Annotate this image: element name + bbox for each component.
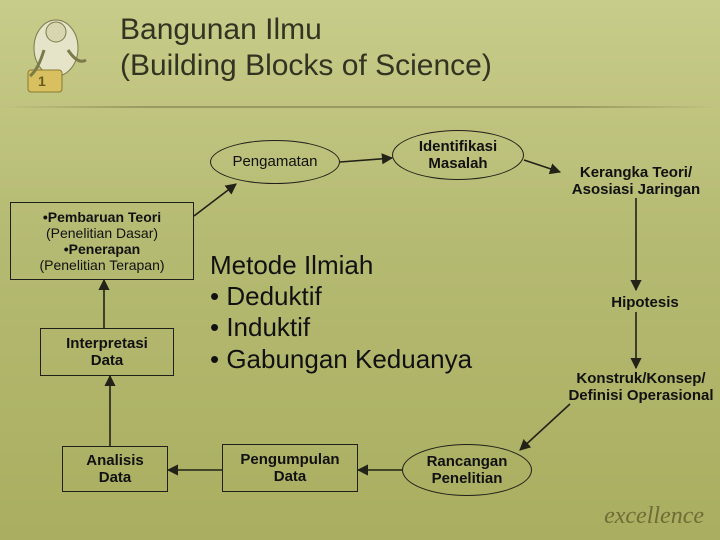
node-pengumpulan-l1: Pengumpulan [240,451,339,468]
slide: 1 Bangunan Ilmu (Building Blocks of Scie… [0,0,720,540]
node-kerangka: Kerangka Teori/ Asosiasi Jaringan [556,164,716,199]
node-rancangan: Rancangan Penelitian [402,444,532,496]
node-identifikasi: Identifikasi Masalah [392,130,524,180]
arrow-pengamatan-to-identifikasi [340,158,392,162]
center-heading: Metode Ilmiah [210,250,472,281]
node-analisis-l2: Data [99,469,132,486]
node-interpretasi-l1: Interpretasi [66,335,148,352]
svg-text:1: 1 [38,73,46,89]
center-bullet-3: • Gabungan Keduanya [210,344,472,375]
node-pembaruan: •Pembaruan Teori (Penelitian Dasar) •Pen… [10,202,194,280]
node-interpretasi: Interpretasi Data [40,328,174,376]
decorative-corner-icon: 1 [8,10,108,100]
center-content: Metode Ilmiah • Deduktif • Induktif • Ga… [210,250,472,375]
footer-brand: excellence [604,503,704,530]
arrow-konstruk-to-rancangan [520,404,570,450]
arrow-identifikasi-to-kerangka [524,160,560,172]
node-pengumpulan-l2: Data [274,468,307,485]
slide-title: Bangunan Ilmu (Building Blocks of Scienc… [120,12,492,84]
node-pembaruan-l3: •Penerapan [64,241,141,257]
node-pembaruan-l1: •Pembaruan Teori [43,209,161,225]
node-identifikasi-l1: Identifikasi [419,138,497,155]
node-konstruk: Konstruk/Konsep/ Definisi Operasional [556,370,720,405]
center-bullet-1: • Deduktif [210,281,472,312]
node-kerangka-l1: Kerangka Teori/ [556,164,716,181]
node-hipotesis: Hipotesis [590,294,700,311]
node-rancangan-l1: Rancangan [427,453,508,470]
node-hipotesis-l1: Hipotesis [590,294,700,311]
node-konstruk-l2: Definisi Operasional [556,387,720,404]
node-analisis-l1: Analisis [86,452,144,469]
node-pengumpulan: Pengumpulan Data [222,444,358,492]
arrow-pembaruan-to-pengamatan [194,184,236,216]
node-rancangan-l2: Penelitian [432,470,503,487]
node-pengamatan: Pengamatan [210,140,340,184]
node-pengamatan-label: Pengamatan [232,153,317,170]
title-line1: Bangunan Ilmu [120,12,492,48]
node-analisis: Analisis Data [62,446,168,492]
node-pembaruan-l4: (Penelitian Terapan) [39,257,164,273]
node-pembaruan-l2: (Penelitian Dasar) [46,225,158,241]
node-konstruk-l1: Konstruk/Konsep/ [556,370,720,387]
node-interpretasi-l2: Data [91,352,124,369]
node-kerangka-l2: Asosiasi Jaringan [556,181,716,198]
header-divider [0,106,720,108]
node-identifikasi-l2: Masalah [428,155,487,172]
title-line2: (Building Blocks of Science) [120,48,492,84]
center-bullet-2: • Induktif [210,312,472,343]
